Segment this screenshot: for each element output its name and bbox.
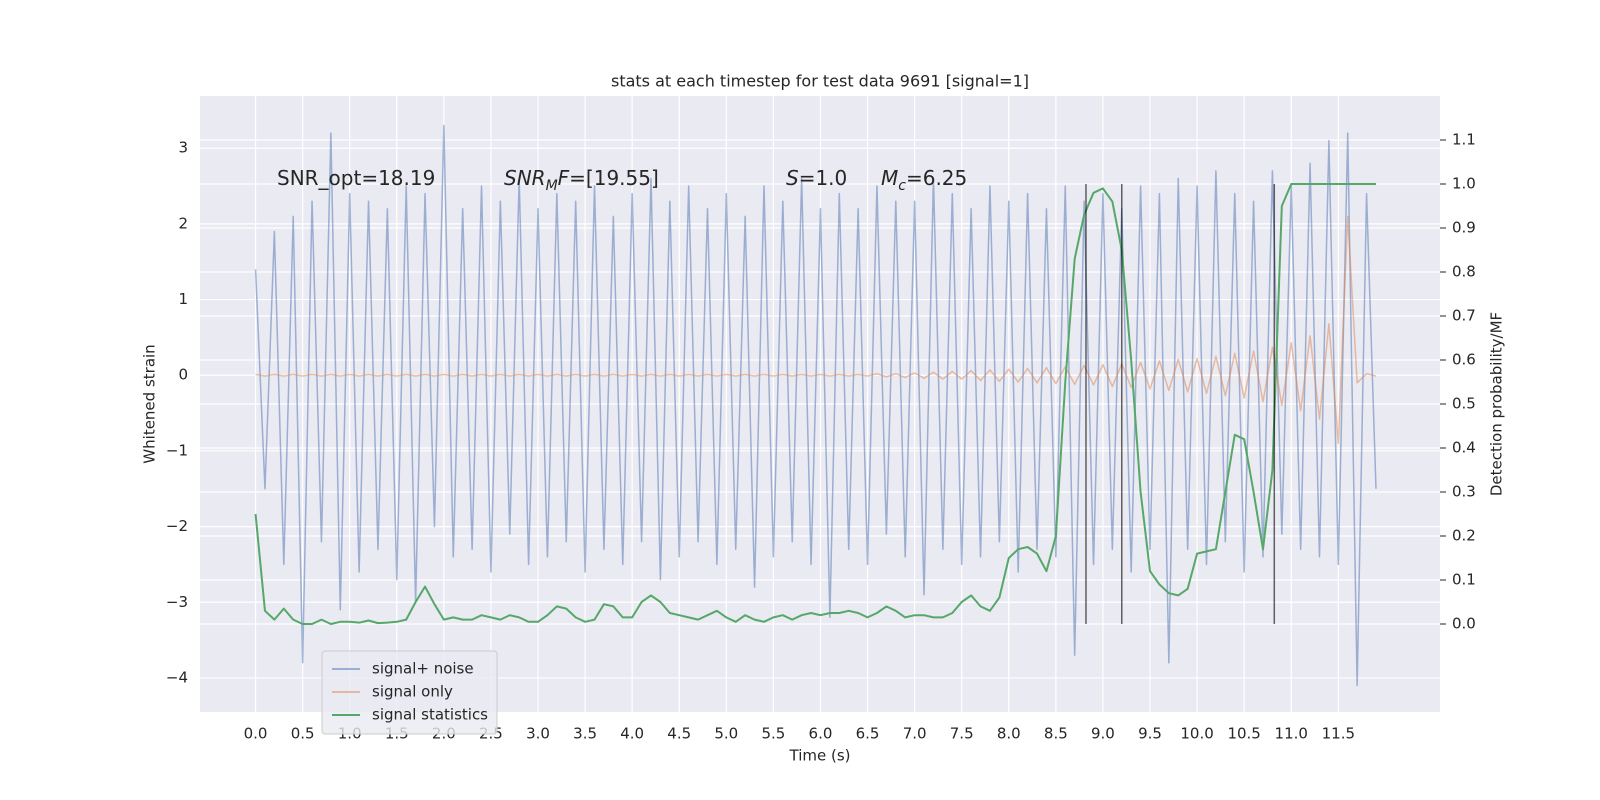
x-tick-label: 4.0 bbox=[620, 725, 644, 743]
annotation: Mc=6.25 bbox=[881, 166, 967, 194]
annotation: SNRMF=[19.55] bbox=[504, 166, 659, 194]
x-tick-label: 10.5 bbox=[1227, 725, 1260, 743]
annotation-part: SNR_opt=18.19 bbox=[277, 166, 435, 190]
x-tick-label: 7.0 bbox=[903, 725, 927, 743]
annotation-part: =1.0 bbox=[799, 166, 848, 190]
y-tick-label: 2 bbox=[178, 214, 188, 232]
y2-tick-label: 0.4 bbox=[1452, 439, 1476, 457]
y2-tick-label: 0.8 bbox=[1452, 263, 1476, 281]
y-tick-label: −2 bbox=[166, 517, 188, 535]
annotation-part: =[19.55] bbox=[569, 166, 659, 190]
y-tick-label: −3 bbox=[166, 593, 188, 611]
annotation-part: S bbox=[786, 166, 799, 190]
y-tick-label: 1 bbox=[178, 290, 188, 308]
x-tick-label: 3.0 bbox=[526, 725, 550, 743]
x-tick-label: 11.5 bbox=[1322, 725, 1355, 743]
x-axis-label: Time (s) bbox=[789, 747, 851, 765]
y2-tick-label: 0.7 bbox=[1452, 307, 1476, 325]
y2-tick-label: 0.5 bbox=[1452, 395, 1476, 413]
y2-tick-label: 0.1 bbox=[1452, 571, 1476, 589]
legend-label: signal+ noise bbox=[372, 660, 474, 678]
y2-tick-label: 0.2 bbox=[1452, 527, 1476, 545]
y2-axis-label: Detection probability/MF bbox=[1488, 312, 1506, 496]
annotation-part: M bbox=[881, 166, 898, 190]
series-line bbox=[254, 183, 1376, 625]
y-tick-label: −4 bbox=[166, 668, 188, 686]
y-axis-label: Whitened strain bbox=[141, 344, 159, 463]
x-tick-label: 9.0 bbox=[1091, 725, 1115, 743]
y-tick-label: 0 bbox=[178, 366, 188, 384]
x-tick-label: 4.5 bbox=[667, 725, 691, 743]
annotation-part: =6.25 bbox=[906, 166, 967, 190]
y2-tick-label: 1.1 bbox=[1452, 131, 1476, 149]
x-tick-label: 7.5 bbox=[950, 725, 974, 743]
x-tick-label: 0.0 bbox=[244, 725, 268, 743]
y2-tick-label: 0.6 bbox=[1452, 351, 1476, 369]
annotation-part: c bbox=[898, 178, 906, 194]
legend-box bbox=[321, 650, 498, 735]
series-line bbox=[255, 215, 1377, 445]
x-tick-label: 6.5 bbox=[856, 725, 880, 743]
x-tick-label: 5.0 bbox=[714, 725, 738, 743]
y2-tick-label: 0.9 bbox=[1452, 219, 1476, 237]
y2-tick-label: 1.0 bbox=[1452, 175, 1476, 193]
x-tick-label: 8.5 bbox=[1044, 725, 1068, 743]
x-tick-label: 6.0 bbox=[809, 725, 833, 743]
legend-label: signal statistics bbox=[372, 706, 488, 724]
x-tick-label: 3.5 bbox=[573, 725, 597, 743]
annotation: SNR_opt=18.19 bbox=[277, 166, 435, 190]
chart-title: stats at each timestep for test data 969… bbox=[611, 72, 1029, 91]
y2-tick-label: 0.0 bbox=[1452, 615, 1476, 633]
x-tick-label: 11.0 bbox=[1275, 725, 1308, 743]
legend-label: signal only bbox=[372, 683, 453, 701]
series-line bbox=[254, 124, 1377, 687]
annotation-part: M bbox=[546, 178, 558, 194]
annotation: S=1.0 bbox=[786, 166, 847, 190]
y2-tick-label: 0.3 bbox=[1452, 483, 1476, 501]
x-tick-label: 8.0 bbox=[997, 725, 1021, 743]
x-tick-label: 10.0 bbox=[1180, 725, 1213, 743]
x-tick-label: 0.5 bbox=[291, 725, 315, 743]
x-tick-label: 9.5 bbox=[1138, 725, 1162, 743]
annotation-part: SNR bbox=[504, 166, 546, 190]
y-tick-label: −1 bbox=[166, 441, 188, 459]
y-tick-label: 3 bbox=[178, 139, 188, 157]
annotation-part: F bbox=[558, 166, 570, 190]
x-tick-label: 5.5 bbox=[761, 725, 785, 743]
